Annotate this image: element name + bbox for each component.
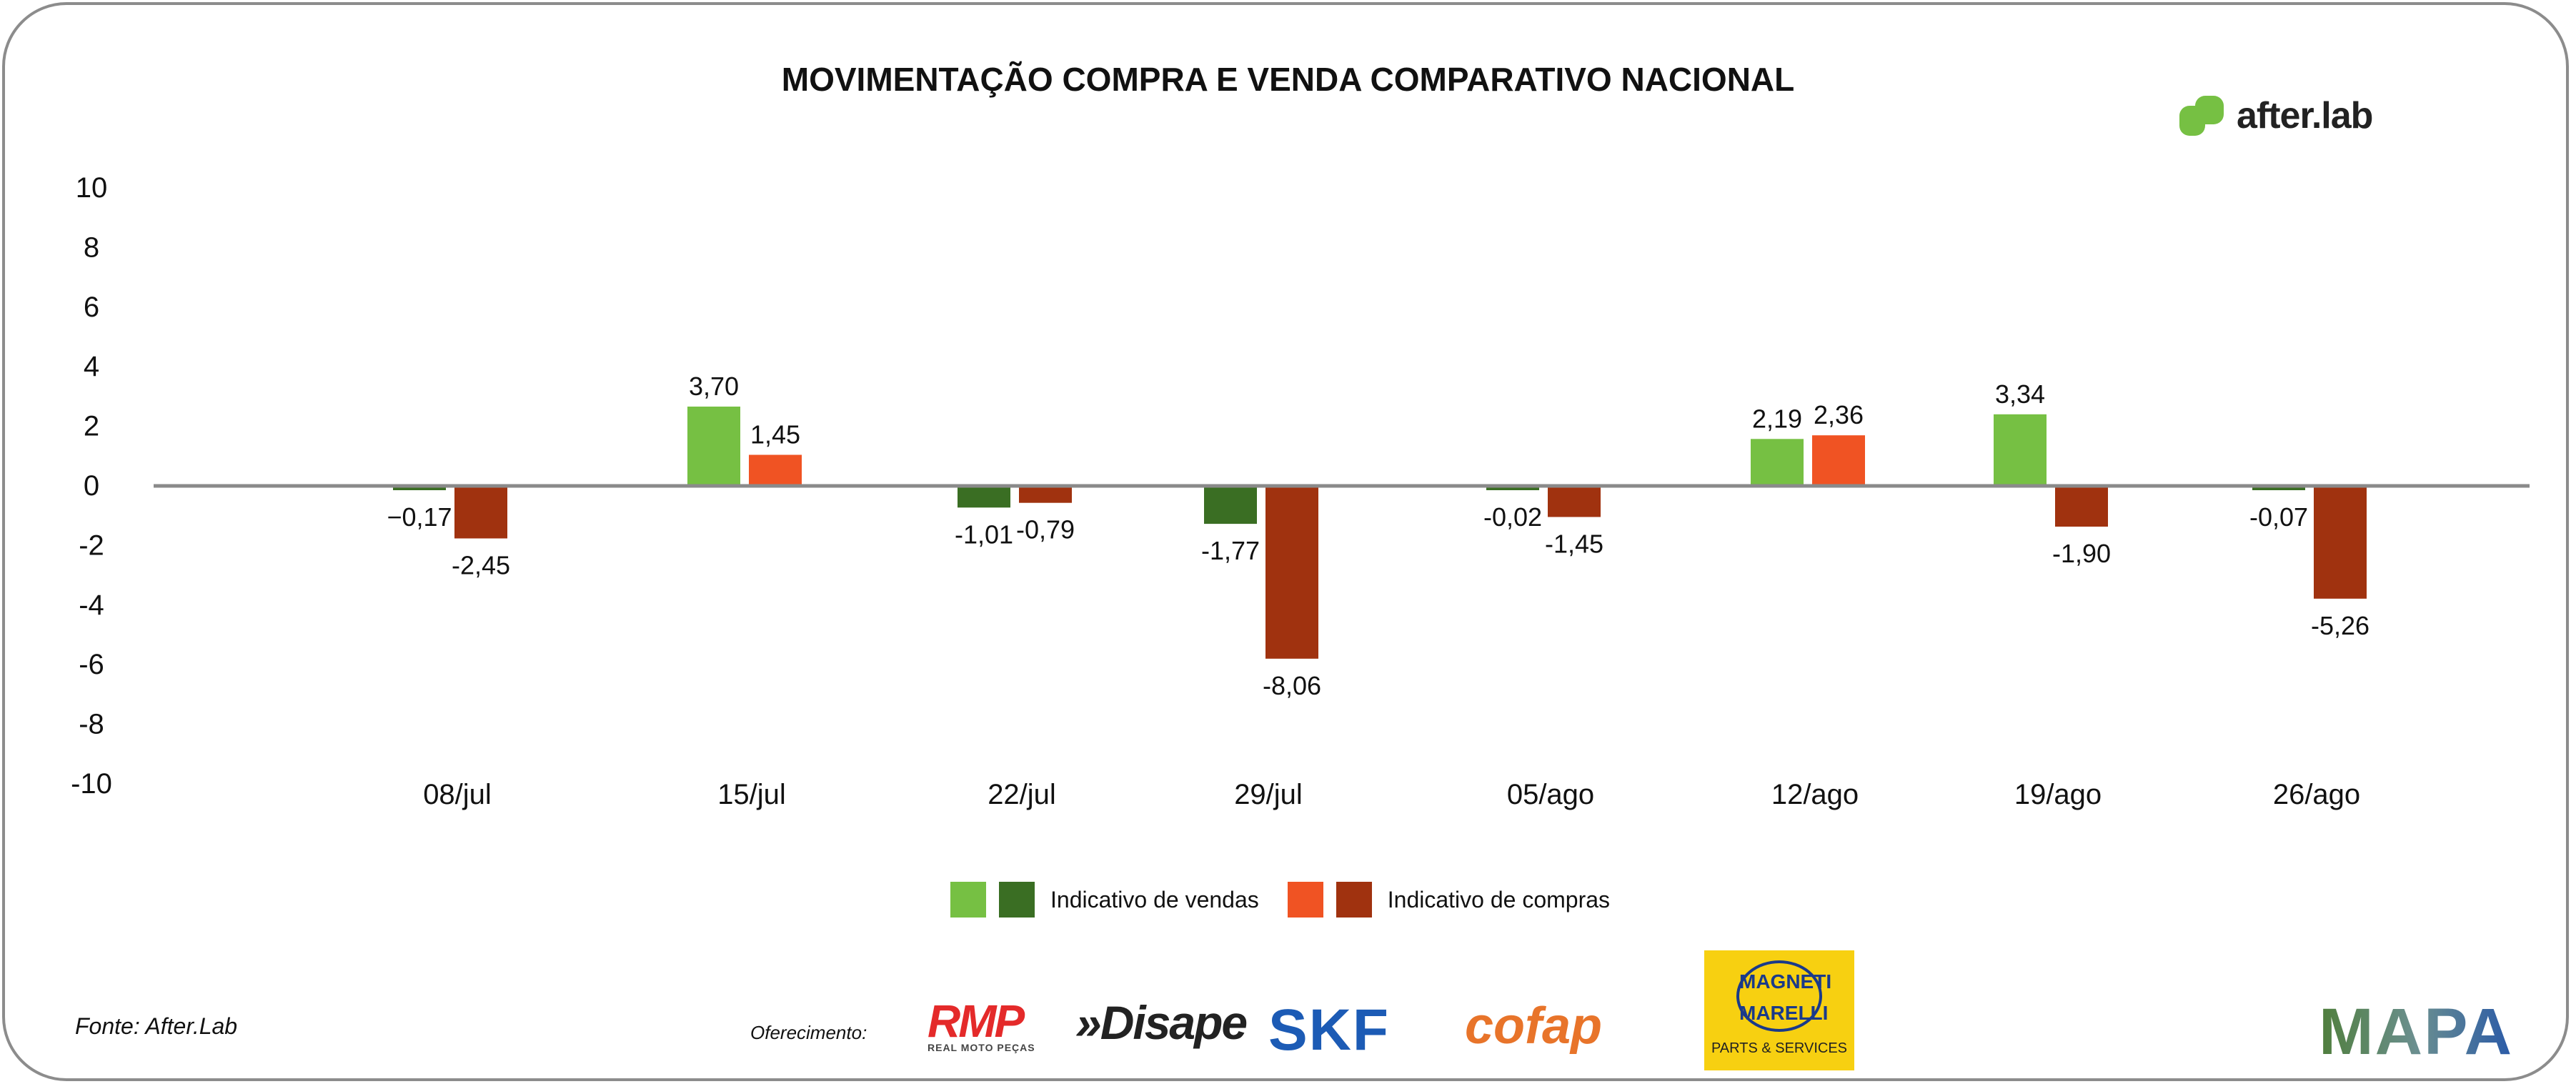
x-tick-label: 12/ago [1771, 779, 1859, 810]
brand-name: after.lab [2237, 95, 2373, 136]
bar-compras [1812, 435, 1865, 486]
chart-title: MOVIMENTAÇÃO COMPRA E VENDA COMPARATIVO … [781, 61, 1795, 98]
data-label: -1,01 [955, 519, 1013, 549]
bar-chart: 10 8 6 4 2 0 -2 -4 -6 -8 -10 08/jul −0,17-2,45 15/jul… [71, 172, 2530, 810]
data-label: 2,36 [1814, 400, 1864, 429]
data-label: -2,45 [452, 551, 510, 580]
y-tick-label: 2 [84, 411, 99, 442]
legend-label-vendas: Indicativo de vendas [1050, 886, 1259, 913]
legend-swatch-compras-negative [1336, 882, 1372, 918]
legend-label-compras: Indicativo de compras [1387, 886, 1611, 913]
data-label: 1,45 [750, 420, 800, 449]
rmp-logo: RMP REAL MOTO PEÇAS [928, 995, 1035, 1053]
bar-compras [454, 486, 507, 539]
source-note: Fonte: After.Lab [75, 1013, 238, 1039]
bar-vendas [958, 486, 1010, 508]
bar-compras [1548, 486, 1601, 517]
data-label: -1,77 [1201, 536, 1260, 565]
x-tick-label: 22/jul [988, 779, 1056, 810]
bar-vendas [687, 407, 740, 486]
y-tick-label: -2 [79, 529, 104, 561]
y-tick-label: 6 [84, 292, 99, 323]
cofap-logo: cofap [1465, 998, 1603, 1055]
data-label: -0,07 [2249, 502, 2308, 532]
bar-vendas [1994, 414, 2047, 486]
afterlab-mark-icon [2179, 96, 2229, 136]
mapa-logo: MAPA [2319, 995, 2514, 1068]
x-tick-label: 26/ago [2273, 779, 2360, 810]
data-label: -5,26 [2311, 611, 2369, 640]
legend: Indicativo de vendas Indicativo de compr… [950, 882, 1638, 918]
bar-compras [749, 454, 802, 486]
magneti-marelli-logo: MAGNETI MARELLI PARTS & SERVICES [1704, 950, 1854, 1070]
afterlab-logo: after.lab [2179, 94, 2373, 137]
data-label: -1,90 [2052, 539, 2111, 568]
y-tick-label: -4 [79, 590, 104, 621]
bar-compras [2314, 486, 2367, 599]
bar-compras [1019, 486, 1072, 503]
data-label: 3,34 [1995, 379, 2045, 409]
x-tick-label: 15/jul [717, 779, 786, 810]
bar-vendas [1751, 439, 1804, 486]
y-tick-label: -10 [71, 768, 112, 800]
data-label: 2,19 [1752, 404, 1802, 433]
legend-swatch-vendas-positive [950, 882, 986, 918]
x-tick-label: 08/jul [423, 779, 492, 810]
bar-compras [2055, 486, 2108, 527]
offer-label: Oferecimento: [750, 1022, 867, 1043]
data-label: -0,79 [1016, 515, 1075, 544]
data-label: 3,70 [689, 372, 739, 401]
bar-compras [1265, 486, 1318, 659]
data-label: -8,06 [1263, 671, 1321, 700]
x-tick-label: 05/ago [1507, 779, 1594, 810]
bar-vendas [1486, 486, 1539, 490]
legend-swatch-vendas-negative [999, 882, 1035, 918]
y-tick-label: 8 [84, 232, 99, 263]
bar-vendas [1204, 486, 1257, 524]
y-tick-label: -6 [79, 649, 104, 680]
skf-logo: SKF [1268, 998, 1390, 1063]
data-label: −0,17 [387, 502, 452, 532]
data-label: -0,02 [1483, 502, 1542, 532]
y-tick-label: 10 [76, 172, 108, 204]
y-tick-label: 4 [84, 351, 99, 382]
x-tick-label: 29/jul [1234, 779, 1303, 810]
data-label: -1,45 [1545, 529, 1603, 559]
y-tick-label: -8 [79, 709, 104, 740]
bar-vendas [393, 486, 446, 490]
bar-vendas [2252, 486, 2305, 490]
disape-logo: »Disape [1075, 996, 1248, 1049]
x-tick-label: 19/ago [2014, 779, 2102, 810]
y-tick-label: 0 [84, 470, 99, 502]
legend-swatch-compras-positive [1287, 882, 1323, 918]
